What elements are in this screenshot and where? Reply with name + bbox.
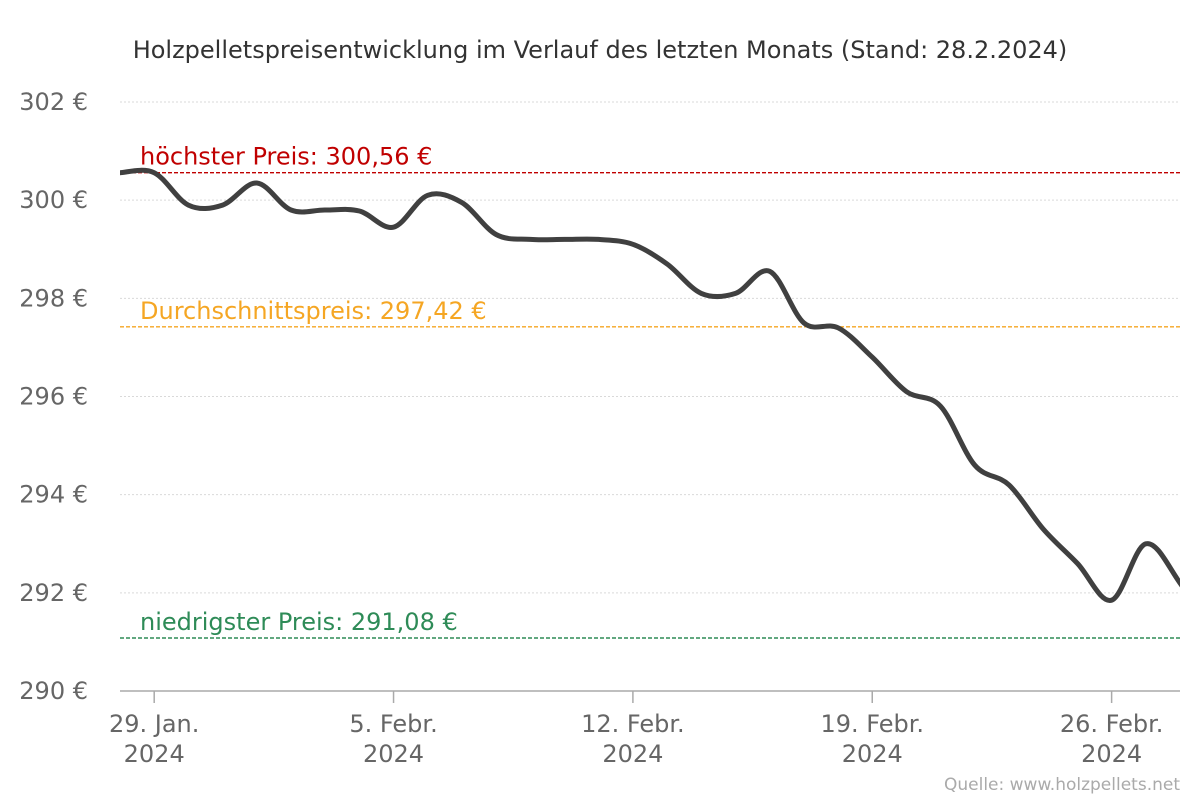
source-note: Quelle: www.holzpellets.net [944,775,1180,795]
x-tick-label: 29. Jan. [109,710,199,738]
x-tick-year: 2024 [602,740,663,768]
x-tick-year: 2024 [124,740,185,768]
y-tick-label: 296 € [19,383,88,411]
x-tick-label: 12. Febr. [581,710,685,738]
grid-lines [120,101,1180,594]
reference-lines: höchster Preis: 300,56 € Durchschnittspre… [120,143,1180,639]
x-tick-label: 26. Febr. [1060,710,1164,738]
x-tick-year: 2024 [363,740,424,768]
y-axis: 290 € 292 € 294 € 296 € 298 € 300 € 302 € [19,88,88,705]
x-tick-label: 5. Febr. [349,710,437,738]
x-tick-year: 2024 [1081,740,1142,768]
y-tick-label: 294 € [19,481,88,509]
reference-line-label: höchster Preis: 300,56 € [140,143,432,171]
y-tick-label: 292 € [19,579,88,607]
reference-line-label: niedrigster Preis: 291,08 € [140,608,458,636]
series-layer [120,167,1180,603]
y-tick-label: 300 € [19,186,88,214]
reference-line-label: Durchschnittspreis: 297,42 € [140,297,487,325]
chart-title: Holzpelletspreisentwicklung im Verlauf d… [133,36,1068,64]
y-tick-label: 298 € [19,284,88,312]
x-tick-year: 2024 [842,740,903,768]
x-tick-label: 19. Febr. [820,710,924,738]
price-line [120,167,1180,603]
y-tick-label: 302 € [19,88,88,116]
y-tick-label: 290 € [19,677,88,705]
